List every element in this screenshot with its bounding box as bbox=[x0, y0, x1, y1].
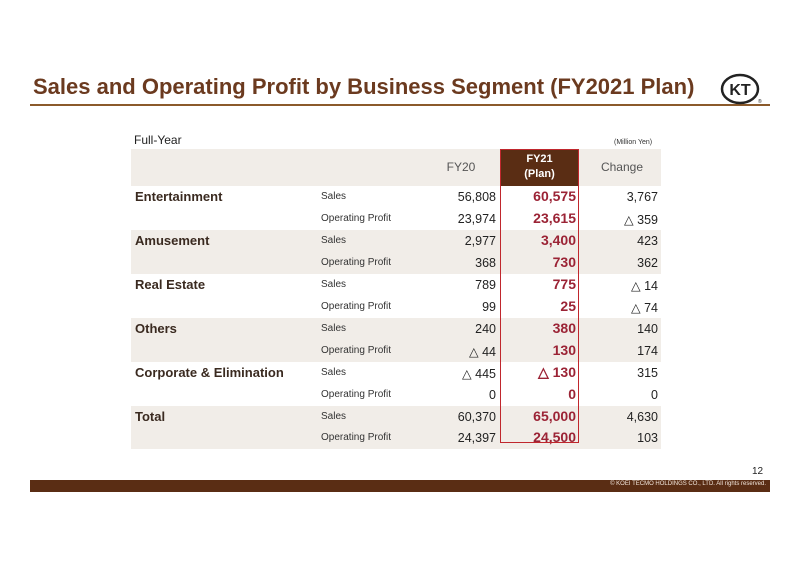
svg-text:®: ® bbox=[758, 98, 762, 105]
fy20-value: △ 44 bbox=[469, 345, 496, 359]
change-value: 4,630 bbox=[626, 410, 658, 424]
metric-label: Sales bbox=[321, 235, 347, 246]
fy21-plan-value: 730 bbox=[552, 254, 576, 270]
change-value: 315 bbox=[637, 366, 658, 380]
metric-label: Sales bbox=[321, 367, 347, 378]
fy20-value: △ 445 bbox=[462, 367, 496, 381]
fy21-plan-value: 23,615 bbox=[533, 210, 576, 226]
fy21-plan-value: 380 bbox=[552, 320, 576, 336]
change-value: △ 14 bbox=[631, 279, 658, 293]
change-value: 174 bbox=[637, 344, 658, 358]
change-value: 0 bbox=[651, 388, 658, 402]
fy21-plan-value: 130 bbox=[552, 342, 576, 358]
metric-label: Operating Profit bbox=[321, 301, 392, 312]
metric-label: Sales bbox=[321, 411, 347, 422]
fy21-plan-value: 775 bbox=[552, 276, 576, 292]
metric-label: Operating Profit bbox=[321, 432, 392, 443]
table-row: Operating Profit 99 25 △ 74 bbox=[131, 296, 661, 318]
logo-text: KT bbox=[729, 82, 751, 99]
metric-label: Operating Profit bbox=[321, 389, 392, 400]
header-plan-line1: FY21 bbox=[526, 153, 553, 165]
metric-label: Operating Profit bbox=[321, 213, 392, 224]
metric-label: Sales bbox=[321, 279, 347, 290]
fy21-plan-value: 25 bbox=[560, 298, 576, 314]
fy21-plan-value: 60,575 bbox=[533, 188, 576, 204]
copyright-text: © KOEI TECMO HOLDINGS CO., LTD. All righ… bbox=[610, 481, 766, 487]
fy20-value: 56,808 bbox=[457, 190, 496, 204]
fy20-value: 240 bbox=[475, 322, 496, 336]
change-value: 103 bbox=[637, 431, 658, 445]
header-change: Change bbox=[600, 160, 644, 174]
fy20-value: 0 bbox=[489, 388, 496, 402]
fy21-plan-value: 65,000 bbox=[533, 408, 576, 424]
fy20-value: 368 bbox=[475, 256, 496, 270]
plan-column-highlight bbox=[500, 149, 579, 443]
fy21-plan-value: 24,500 bbox=[533, 429, 576, 445]
metric-label: Sales bbox=[321, 323, 347, 334]
table-row: Corporate & Elimination Sales △ 445 △ 130 31… bbox=[131, 362, 661, 384]
header-fy20: FY20 bbox=[446, 160, 476, 174]
fy21-plan-value: 0 bbox=[568, 386, 576, 402]
header-fy21-plan: FY21 (Plan) bbox=[500, 149, 579, 186]
table-header: FY20 Change bbox=[131, 149, 661, 186]
koei-tecmo-logo: KT ® bbox=[720, 73, 762, 105]
header-plan-line2: (Plan) bbox=[524, 168, 555, 180]
segment-name: Total bbox=[135, 409, 166, 424]
metric-label: Sales bbox=[321, 191, 347, 202]
metric-label: Operating Profit bbox=[321, 257, 392, 268]
table-row: Operating Profit 0 0 0 bbox=[131, 384, 661, 406]
change-value: △ 359 bbox=[624, 213, 658, 227]
page-title: Sales and Operating Profit by Business S… bbox=[33, 74, 695, 99]
table-row: Operating Profit 368 730 362 bbox=[131, 252, 661, 274]
change-value: △ 74 bbox=[631, 301, 658, 315]
segment-name: Amusement bbox=[135, 233, 210, 248]
fy20-value: 2,977 bbox=[464, 234, 496, 248]
fy20-value: 60,370 bbox=[457, 410, 496, 424]
page-number: 12 bbox=[752, 466, 764, 477]
period-label: Full-Year bbox=[134, 133, 182, 147]
segment-name: Entertainment bbox=[135, 189, 223, 204]
table-row: Operating Profit △ 44 130 174 bbox=[131, 340, 661, 362]
table-row: Amusement Sales 2,977 3,400 423 bbox=[131, 230, 661, 252]
fy21-plan-value: △ 130 bbox=[537, 364, 576, 380]
table-row: Operating Profit 23,974 23,615 △ 359 bbox=[131, 208, 661, 230]
change-value: 140 bbox=[637, 322, 658, 336]
fy21-plan-value: 3,400 bbox=[540, 232, 576, 248]
footer-bar: © KOEI TECMO HOLDINGS CO., LTD. All righ… bbox=[30, 480, 770, 492]
metric-label: Operating Profit bbox=[321, 345, 392, 356]
segment-name: Corporate & Elimination bbox=[135, 365, 284, 380]
fy20-value: 24,397 bbox=[457, 431, 496, 445]
table-row: Real Estate Sales 789 775 △ 14 bbox=[131, 274, 661, 296]
fy20-value: 99 bbox=[482, 300, 496, 314]
unit-label: (Million Yen) bbox=[614, 139, 653, 146]
table-row: Total Sales 60,370 65,000 4,630 bbox=[131, 406, 661, 428]
segment-name: Real Estate bbox=[135, 277, 206, 292]
change-value: 423 bbox=[637, 234, 658, 248]
title-divider bbox=[30, 104, 770, 106]
table-row: Entertainment Sales 56,808 60,575 3,767 bbox=[131, 186, 661, 208]
segment-name: Others bbox=[135, 321, 177, 336]
change-value: 362 bbox=[637, 256, 658, 270]
fy20-value: 23,974 bbox=[457, 212, 496, 226]
change-value: 3,767 bbox=[626, 190, 658, 204]
fy20-value: 789 bbox=[475, 278, 496, 292]
table-row: Others Sales 240 380 140 bbox=[131, 318, 661, 340]
table-row: Operating Profit 24,397 24,500 103 bbox=[131, 427, 661, 449]
